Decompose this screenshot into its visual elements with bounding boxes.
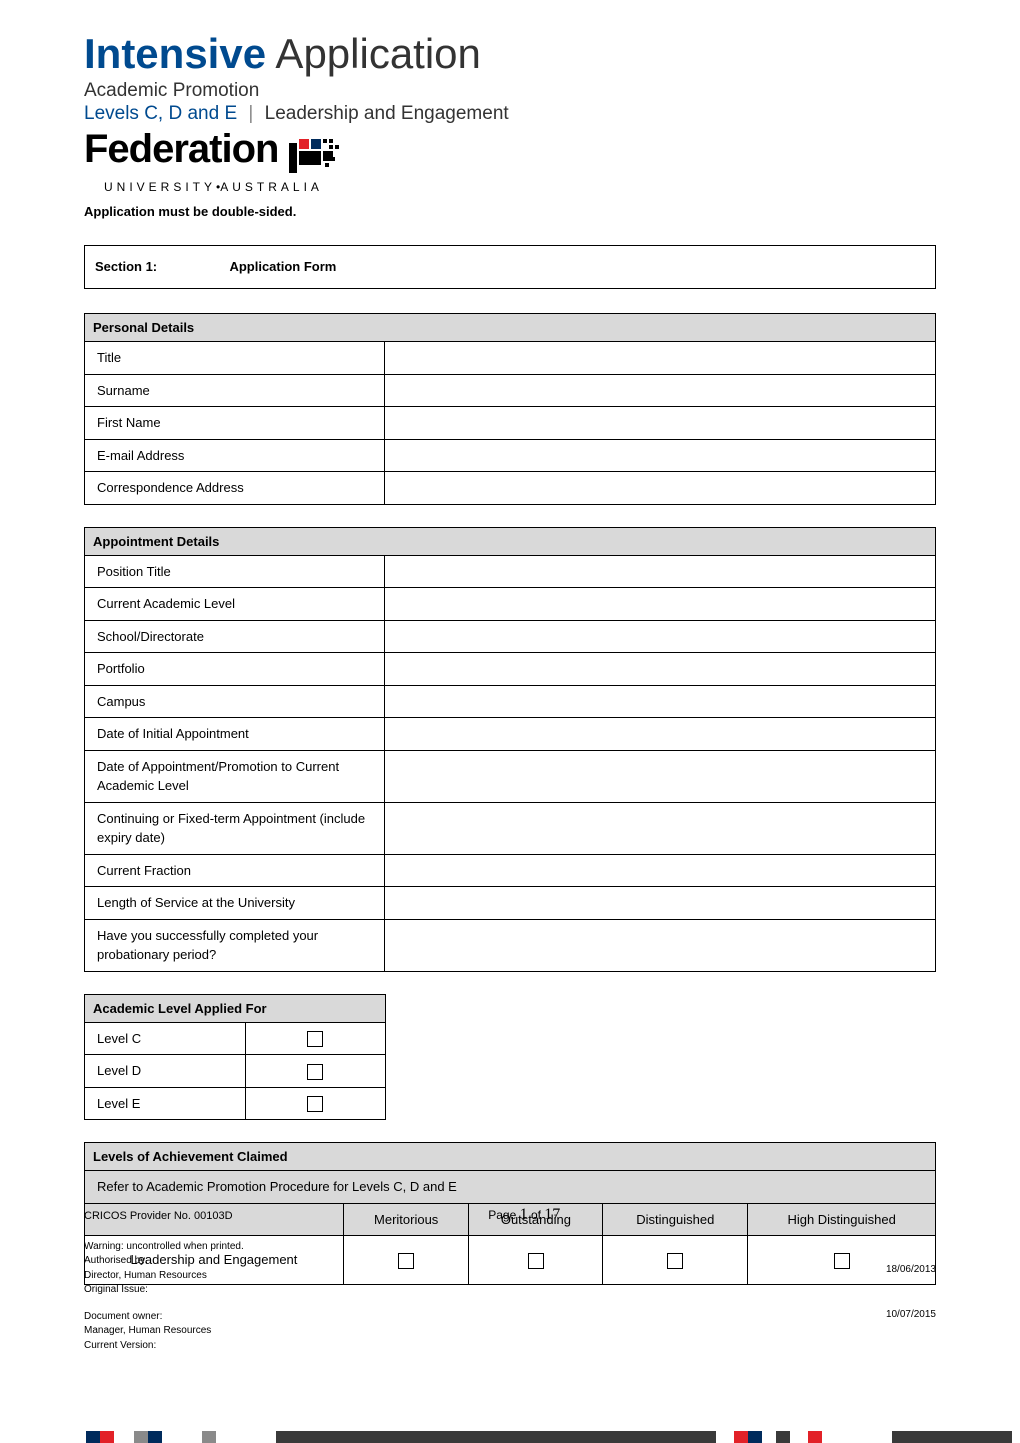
personal-label: Surname (85, 374, 385, 407)
level-label: Level D (85, 1055, 246, 1088)
personal-input[interactable] (385, 439, 936, 472)
personal-label: Correspondence Address (85, 472, 385, 505)
appointment-input[interactable] (385, 854, 936, 887)
decorative-bottom-bar (0, 1431, 1020, 1443)
appointment-input[interactable] (385, 802, 936, 854)
footer-date-1: 18/06/2013 (886, 1264, 936, 1275)
achievement-heading: Levels of Achievement Claimed (85, 1143, 936, 1171)
personal-details-table: Personal Details TitleSurnameFirst NameE… (84, 313, 936, 505)
logo-sub-left: UNIVERSITY (104, 180, 216, 194)
page-current: 1 (520, 1206, 528, 1223)
subtitle-divider: | (248, 103, 253, 124)
appointment-input[interactable] (385, 750, 936, 802)
personal-label: Title (85, 342, 385, 375)
appointment-input[interactable] (385, 919, 936, 971)
appointment-input[interactable] (385, 653, 936, 686)
logo-wordmark: Federation (84, 131, 278, 167)
logo-flag-icon (289, 137, 343, 182)
page-total: 17 (544, 1206, 560, 1223)
personal-input[interactable] (385, 472, 936, 505)
title-bold: Intensive (84, 30, 266, 77)
level-chk-cell (245, 1055, 385, 1088)
level-applied-table: Academic Level Applied For Level CLevel … (84, 994, 386, 1121)
appointment-label: Current Academic Level (85, 588, 385, 621)
subtitle-levels-area: Levels C, D and E | Leadership and Engag… (84, 103, 936, 125)
checkbox-level[interactable] (307, 1096, 323, 1112)
level-chk-cell (245, 1022, 385, 1055)
logo-subtext: UNIVERSITY•AUSTRALIA (104, 180, 936, 194)
doc-title: Intensive Application (84, 30, 936, 78)
personal-label: First Name (85, 407, 385, 440)
checkbox-level[interactable] (307, 1064, 323, 1080)
level-chk-cell (245, 1087, 385, 1120)
appointment-label: School/Directorate (85, 620, 385, 653)
logo-sub-right: AUSTRALIA (220, 180, 323, 194)
appointment-label: Length of Service at the University (85, 887, 385, 920)
appointment-label: Portfolio (85, 653, 385, 686)
appointment-label: Date of Appointment/Promotion to Current… (85, 750, 385, 802)
footer-docowner-value: Manager, Human Resources (84, 1324, 244, 1339)
appointment-label: Date of Initial Appointment (85, 718, 385, 751)
achievement-note: Refer to Academic Promotion Procedure fo… (85, 1171, 936, 1204)
personal-input[interactable] (385, 342, 936, 375)
appointment-heading: Appointment Details (85, 527, 936, 555)
appointment-details-table: Appointment Details Position TitleCurren… (84, 527, 936, 972)
personal-label: E-mail Address (85, 439, 385, 472)
logo: Federation UNIVERSITY•AUSTRALIA (84, 131, 936, 194)
personal-input[interactable] (385, 374, 936, 407)
footer-orig-issue: Original Issue: (84, 1283, 244, 1298)
double-sided-notice: Application must be double-sided. (84, 204, 936, 219)
personal-heading: Personal Details (85, 314, 936, 342)
area-text: Leadership and Engagement (265, 103, 509, 124)
footer-curversion-label: Current Version: (84, 1339, 244, 1354)
cricos-text: CRICOS Provider No. 00103D (84, 1210, 233, 1222)
footer-date-2: 10/07/2015 (886, 1309, 936, 1320)
footer-auth-value: Director, Human Resources (84, 1269, 244, 1284)
appointment-label: Campus (85, 685, 385, 718)
footer-warning: Warning: uncontrolled when printed. (84, 1240, 244, 1255)
appointment-input[interactable] (385, 685, 936, 718)
checkbox-level[interactable] (307, 1031, 323, 1047)
footer-auth-label: Authorised by: (84, 1254, 244, 1269)
levels-text: Levels C, D and E (84, 103, 237, 124)
page-number: Page 1 of 17 (488, 1206, 560, 1224)
subtitle-promotion: Academic Promotion (84, 80, 936, 102)
appointment-label: Position Title (85, 555, 385, 588)
personal-input[interactable] (385, 407, 936, 440)
page-prefix: Page (488, 1208, 519, 1222)
footer-docowner-label: Document owner: (84, 1310, 244, 1325)
appointment-input[interactable] (385, 588, 936, 621)
appointment-label: Continuing or Fixed-term Appointment (in… (85, 802, 385, 854)
appointment-input[interactable] (385, 555, 936, 588)
level-label: Level E (85, 1087, 246, 1120)
appointment-input[interactable] (385, 887, 936, 920)
appointment-input[interactable] (385, 718, 936, 751)
title-light: Application (266, 30, 481, 77)
appointment-input[interactable] (385, 620, 936, 653)
level-label: Level C (85, 1022, 246, 1055)
appointment-label: Have you successfully completed your pro… (85, 919, 385, 971)
level-applied-heading: Academic Level Applied For (85, 994, 386, 1022)
section-1-header: Section 1: Application Form (84, 245, 936, 289)
section-number: Section 1: (95, 259, 225, 274)
appointment-label: Current Fraction (85, 854, 385, 887)
section-name: Application Form (229, 259, 336, 274)
page-of: of (528, 1208, 545, 1222)
page-footer: CRICOS Provider No. 00103D Page 1 of 17 … (84, 1206, 936, 1354)
